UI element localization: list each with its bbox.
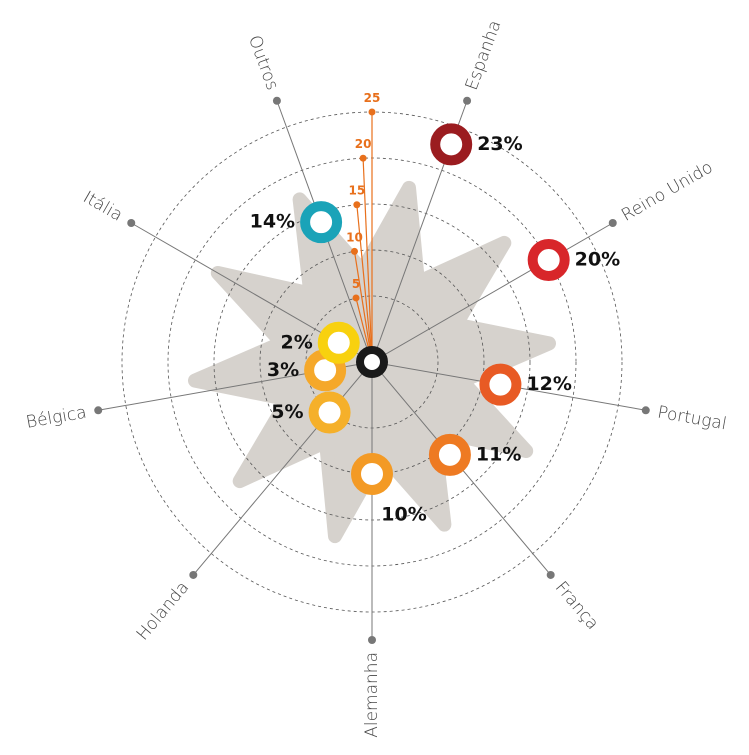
tick-label: 20 [355, 137, 372, 151]
value-label: 5% [271, 401, 303, 423]
tick-label: 25 [364, 91, 381, 105]
tick-label: 10 [346, 230, 363, 244]
value-ring [351, 453, 393, 495]
value-ring [308, 391, 351, 434]
value-ring [317, 321, 360, 364]
tick-label: 5 [352, 277, 360, 291]
value-label: 20% [575, 249, 620, 271]
value-label: 3% [267, 359, 299, 381]
spoke-dot [94, 406, 103, 415]
value-ring [527, 239, 570, 281]
tick-dot [350, 247, 358, 255]
tick-line [356, 204, 373, 363]
category-label: Bélgica [25, 403, 89, 433]
value-label: 12% [526, 373, 571, 395]
tick-dot [353, 201, 361, 209]
value-ring [479, 363, 522, 406]
tick-label: 15 [349, 184, 366, 198]
category-label: Reino Unido [618, 157, 716, 225]
spoke-dot [608, 219, 617, 227]
value-label: 23% [477, 133, 522, 155]
value-label: 10% [381, 504, 426, 526]
category-label: Portugal [656, 403, 728, 435]
spoke-dot [546, 570, 555, 579]
value-ring [428, 433, 471, 476]
spokes [94, 96, 650, 644]
spoke-dot [189, 570, 198, 579]
spoke-dot [641, 406, 650, 415]
value-label: 11% [476, 443, 521, 465]
spoke-dot [368, 636, 376, 644]
tick-dot [359, 154, 367, 162]
value-label: 14% [250, 211, 295, 233]
center-hub [356, 346, 388, 378]
value-label: 2% [280, 331, 312, 353]
category-label: Alemanha [362, 652, 382, 738]
spoke-dot [272, 96, 281, 105]
tick-line [362, 158, 373, 363]
tick-dot [352, 294, 360, 302]
tick-dot [368, 108, 376, 116]
marks [300, 123, 570, 495]
category-label: Outros [244, 33, 282, 93]
spoke-dot [127, 219, 136, 227]
category-label: Itália [80, 187, 126, 225]
value-ring [430, 123, 473, 166]
tick-line [353, 251, 373, 363]
category-label: França [551, 578, 603, 634]
spoke-dot [463, 96, 472, 105]
category-label: Holanda [133, 578, 194, 645]
category-label: Espanha [462, 18, 506, 93]
value-ring [300, 201, 343, 244]
spoke [371, 222, 614, 363]
